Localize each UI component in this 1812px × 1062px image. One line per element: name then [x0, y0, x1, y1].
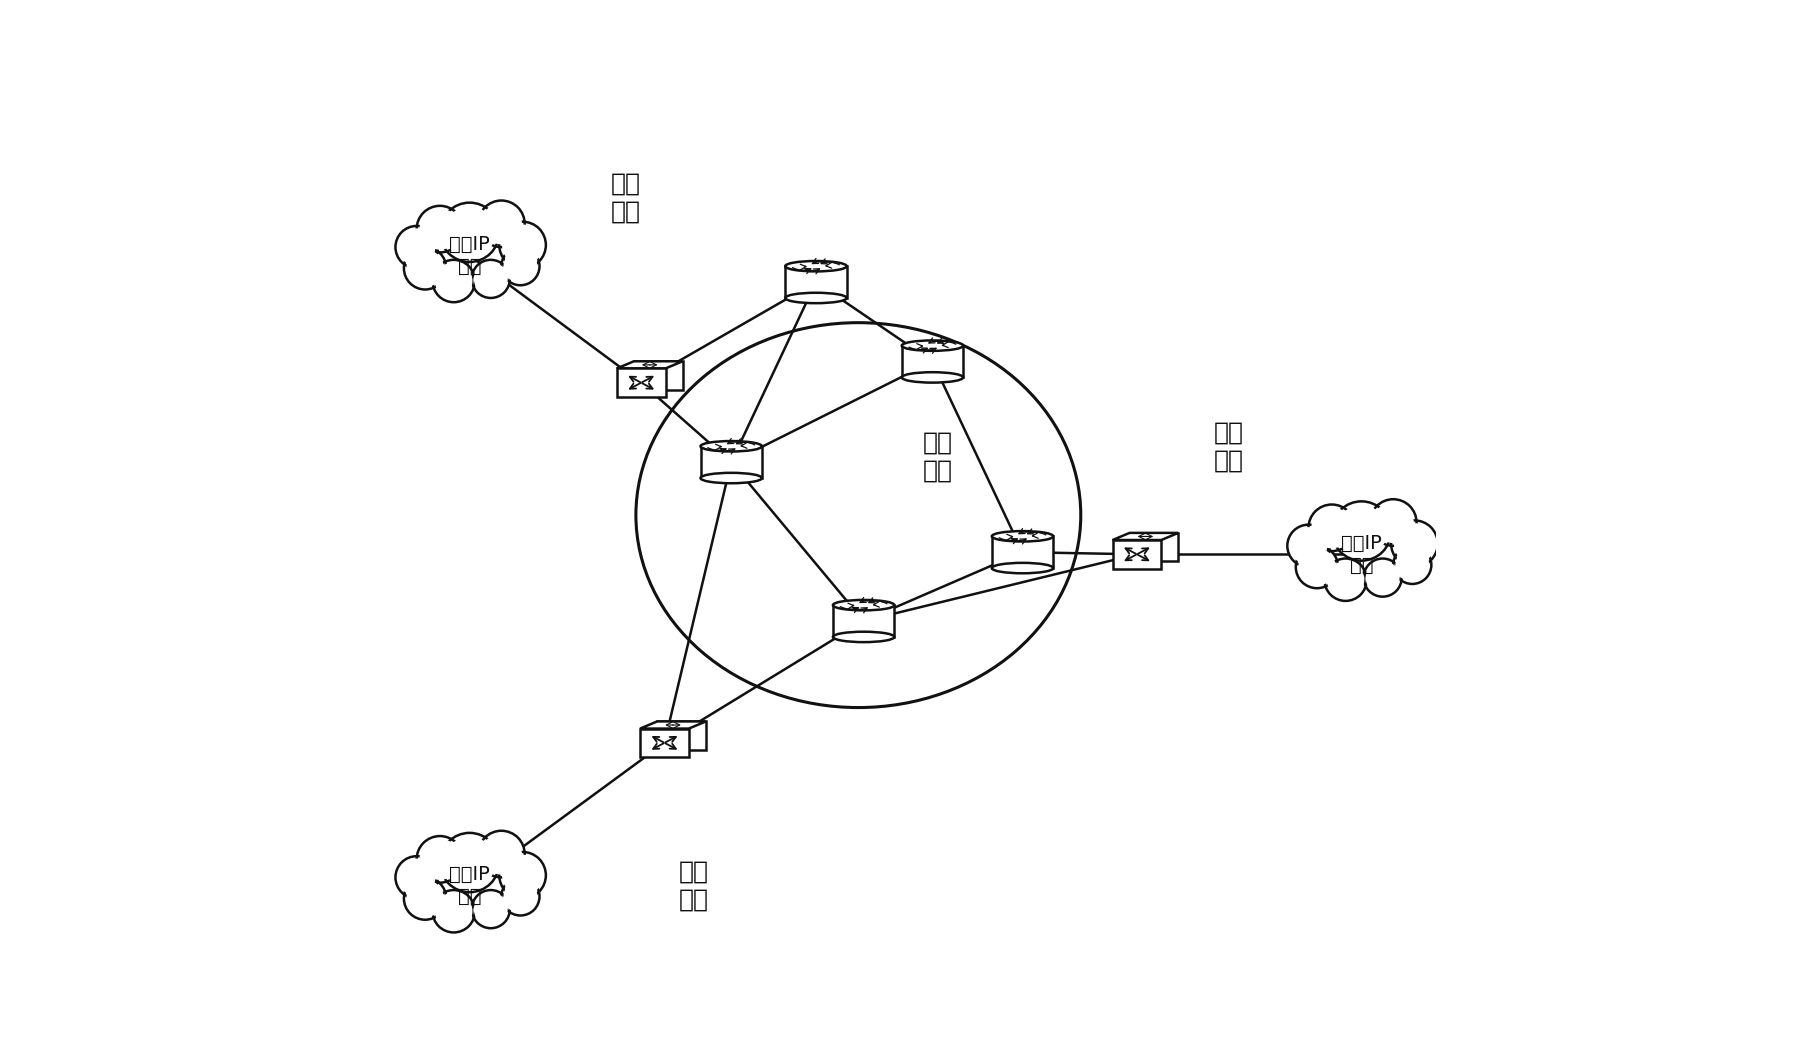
Circle shape [420, 840, 460, 879]
Circle shape [1299, 549, 1335, 585]
Circle shape [1296, 546, 1339, 588]
Circle shape [404, 247, 446, 290]
Ellipse shape [785, 293, 846, 303]
Circle shape [408, 880, 444, 917]
Circle shape [440, 833, 500, 892]
Circle shape [1395, 524, 1435, 564]
Ellipse shape [991, 563, 1053, 573]
Bar [701, 446, 761, 478]
Text: 传统IP
网络: 传统IP 网络 [449, 866, 489, 906]
Circle shape [433, 890, 475, 932]
Bar [902, 345, 964, 377]
Polygon shape [616, 361, 683, 369]
Circle shape [502, 855, 542, 895]
Polygon shape [1113, 533, 1178, 539]
Circle shape [395, 856, 439, 898]
Circle shape [444, 837, 495, 888]
Polygon shape [1129, 533, 1178, 562]
Bar [785, 267, 846, 298]
Circle shape [1312, 508, 1352, 548]
Circle shape [502, 877, 540, 915]
Circle shape [435, 893, 471, 929]
Circle shape [444, 207, 495, 257]
Polygon shape [634, 361, 683, 390]
Polygon shape [616, 369, 665, 397]
Circle shape [404, 877, 446, 920]
Polygon shape [640, 729, 689, 757]
Circle shape [1395, 549, 1428, 581]
Text: 传统IP
网络: 传统IP 网络 [449, 235, 489, 276]
Ellipse shape [834, 600, 895, 611]
Circle shape [399, 229, 435, 266]
Text: 核心
节点: 核心 节点 [922, 431, 953, 483]
Ellipse shape [902, 341, 964, 350]
Circle shape [475, 893, 507, 925]
Text: 边缘
节点: 边缘 节点 [611, 171, 640, 223]
Circle shape [1287, 525, 1330, 567]
Circle shape [502, 225, 542, 264]
Circle shape [471, 260, 509, 298]
Ellipse shape [902, 372, 964, 382]
Circle shape [500, 852, 545, 898]
Circle shape [420, 209, 460, 249]
Circle shape [471, 890, 509, 928]
Polygon shape [640, 721, 707, 729]
Circle shape [500, 222, 545, 269]
Circle shape [1393, 546, 1431, 584]
Bar [991, 536, 1053, 568]
Circle shape [478, 201, 525, 247]
Circle shape [1335, 506, 1386, 556]
Circle shape [502, 247, 540, 286]
Circle shape [482, 835, 522, 874]
Polygon shape [1113, 539, 1161, 568]
Polygon shape [658, 721, 707, 750]
Circle shape [1370, 499, 1417, 546]
Circle shape [395, 226, 439, 269]
Circle shape [433, 260, 475, 303]
Circle shape [504, 250, 536, 282]
Circle shape [478, 830, 525, 877]
Circle shape [417, 206, 464, 253]
Circle shape [1366, 562, 1399, 594]
Circle shape [399, 859, 435, 895]
Ellipse shape [991, 531, 1053, 542]
Ellipse shape [701, 473, 761, 483]
Circle shape [1364, 559, 1402, 597]
Circle shape [417, 836, 464, 883]
Text: 边缘
节点: 边缘 节点 [1214, 421, 1245, 473]
Circle shape [1290, 528, 1326, 564]
Circle shape [408, 251, 444, 287]
Ellipse shape [701, 441, 761, 451]
Circle shape [1308, 504, 1355, 551]
Text: 边缘
节点: 边缘 节点 [680, 860, 708, 912]
Bar [834, 605, 895, 637]
Circle shape [482, 204, 522, 243]
Circle shape [475, 262, 507, 295]
Circle shape [440, 203, 500, 262]
Circle shape [1325, 559, 1366, 601]
Ellipse shape [785, 261, 846, 272]
Circle shape [435, 263, 471, 299]
Circle shape [1392, 520, 1437, 567]
Ellipse shape [834, 632, 895, 643]
Circle shape [1373, 502, 1413, 543]
Text: 传统IP
网络: 传统IP 网络 [1341, 534, 1383, 575]
Circle shape [504, 880, 536, 912]
Circle shape [1328, 562, 1364, 598]
Circle shape [1332, 501, 1392, 561]
